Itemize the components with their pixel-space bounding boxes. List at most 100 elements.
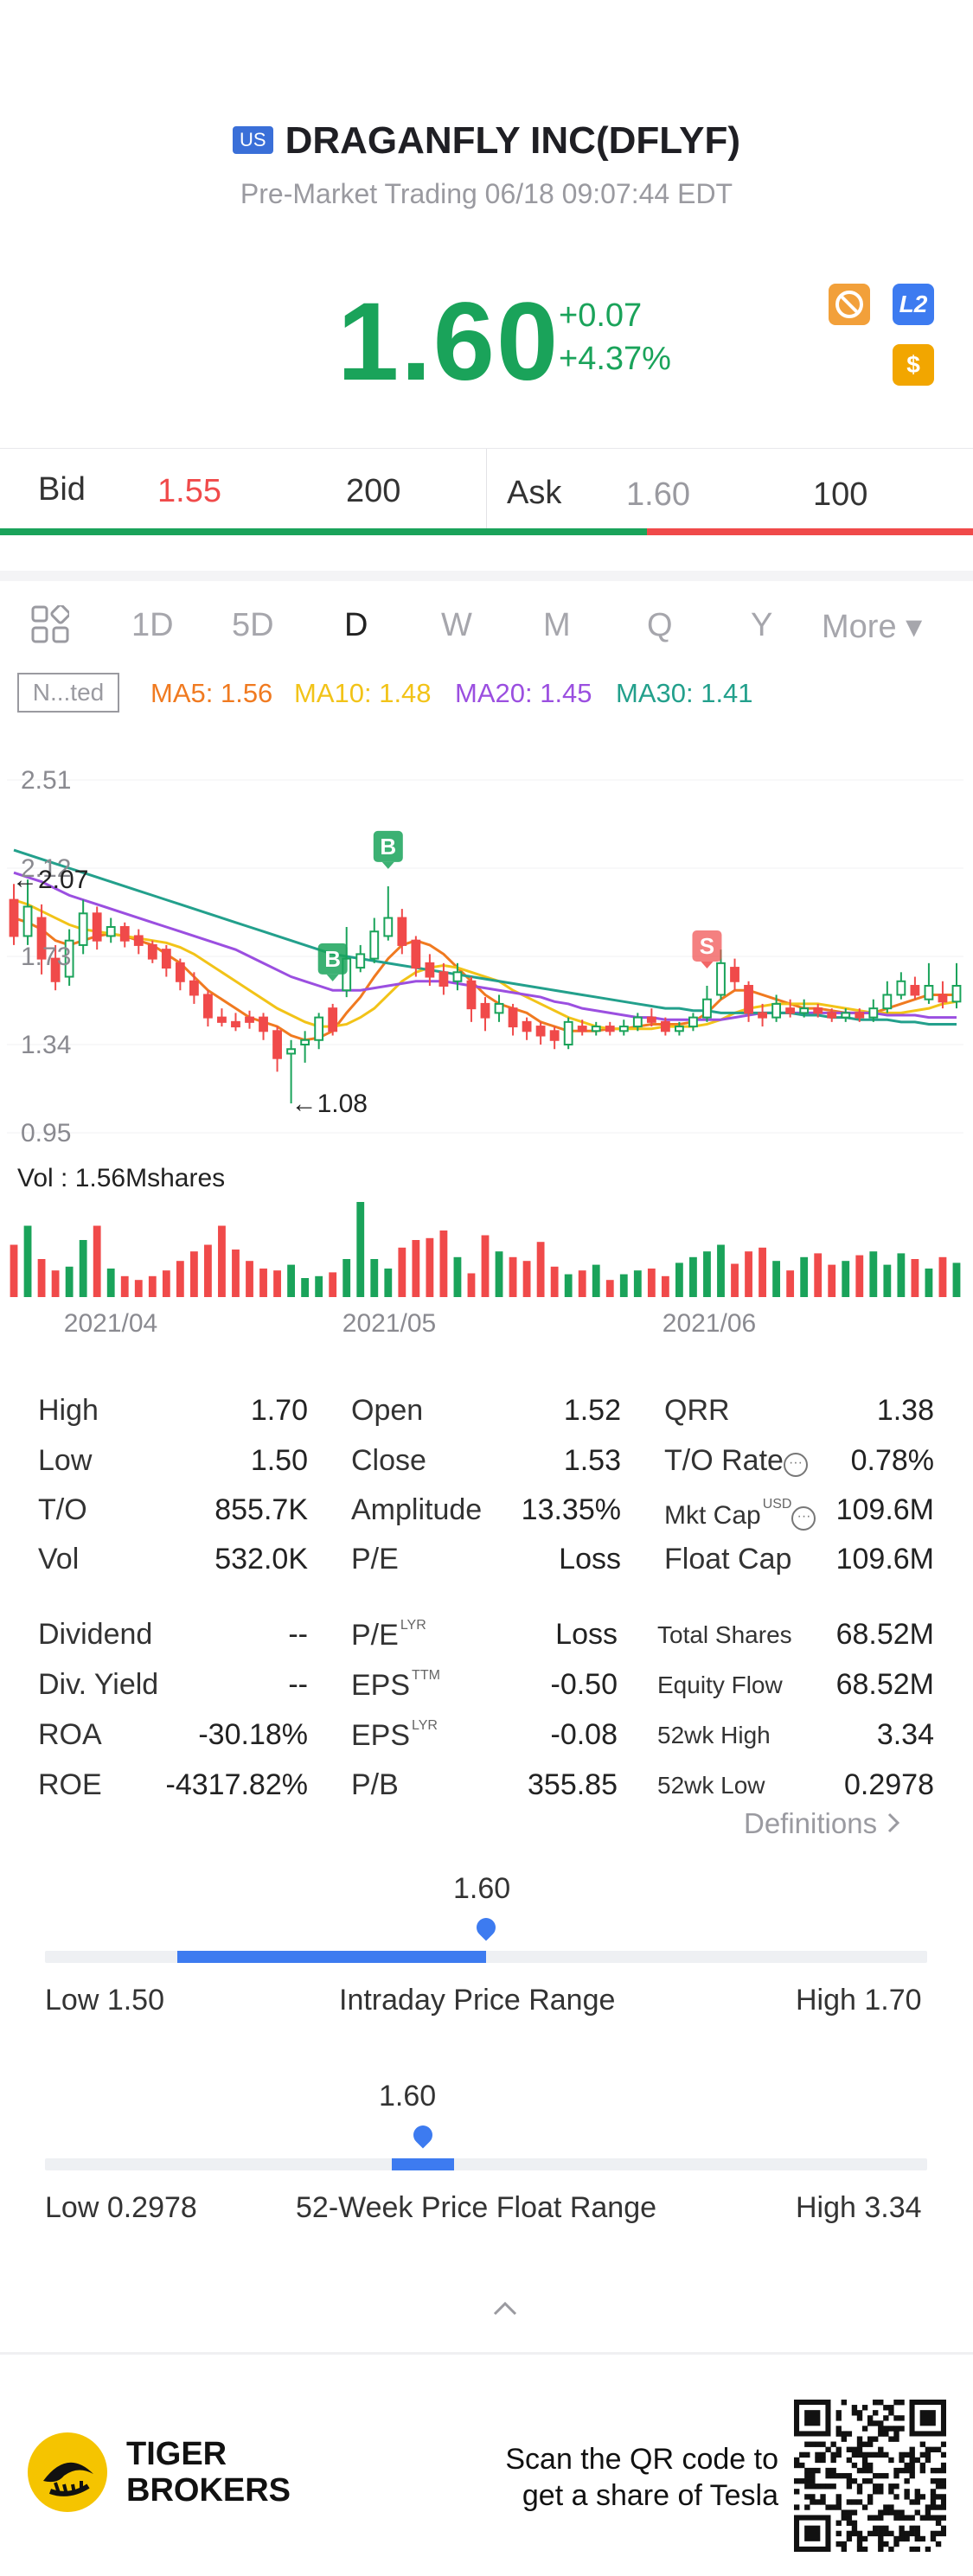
volume-bar xyxy=(911,1259,919,1297)
qr-module xyxy=(794,2457,800,2464)
definitions-link[interactable]: Definitions xyxy=(744,1807,902,1842)
qr-module xyxy=(861,2504,868,2510)
qr-module xyxy=(820,2499,826,2505)
qr-module xyxy=(873,2489,879,2495)
qr-module xyxy=(893,2467,899,2474)
stat-label: QRR xyxy=(664,1394,730,1427)
qr-module xyxy=(867,2441,874,2447)
candle-down xyxy=(480,1002,490,1019)
volume-bar xyxy=(897,1253,906,1297)
qr-module xyxy=(804,2441,810,2447)
qr-module xyxy=(893,2436,899,2442)
qr-module xyxy=(825,2483,831,2490)
week52-track xyxy=(45,2158,927,2170)
candle-down xyxy=(758,1012,767,1019)
qr-module xyxy=(899,2467,905,2474)
stat-label: P/B xyxy=(351,1768,399,1801)
tab-week[interactable]: W xyxy=(441,607,472,643)
qr-module xyxy=(909,2462,915,2469)
qr-module xyxy=(888,2489,894,2495)
tab-1d[interactable]: 1D xyxy=(131,607,174,643)
candle-down xyxy=(411,939,421,969)
qr-finder xyxy=(919,2410,936,2426)
qr-module xyxy=(930,2535,937,2542)
qr-module xyxy=(893,2472,899,2479)
no-ads-icon[interactable] xyxy=(829,284,870,325)
bid-price: 1.55 xyxy=(157,473,221,509)
stat-label: Close xyxy=(351,1444,426,1477)
currency-superscript: USD xyxy=(762,1497,792,1512)
tab-more[interactable]: More ▾ xyxy=(822,609,923,645)
volume-bar xyxy=(855,1255,864,1297)
candle-down xyxy=(549,1030,560,1041)
qr-module xyxy=(914,2535,920,2542)
volume-bar xyxy=(536,1242,545,1297)
qr-module xyxy=(899,2509,905,2515)
candle-down xyxy=(161,949,171,969)
qr-module xyxy=(935,2541,942,2547)
qr-code-image xyxy=(794,2400,947,2553)
qr-module xyxy=(851,2478,858,2484)
volume-bar xyxy=(481,1235,490,1297)
qr-module xyxy=(893,2541,899,2547)
qr-module xyxy=(909,2467,915,2474)
qr-module xyxy=(794,2462,800,2469)
tab-day[interactable]: D xyxy=(344,607,368,643)
qr-module xyxy=(830,2451,836,2458)
stat-label: EPS TTM xyxy=(351,1668,440,1702)
candle-up xyxy=(106,926,116,937)
qr-module xyxy=(825,2467,831,2474)
stat-label: T/O xyxy=(38,1493,87,1526)
marker-pointer xyxy=(701,962,714,968)
adjustment-toggle[interactable]: N...ted xyxy=(17,673,119,713)
qr-module xyxy=(810,2478,816,2484)
marker-text: S xyxy=(700,933,714,959)
qr-module xyxy=(867,2436,874,2442)
level2-icon[interactable]: L2 xyxy=(893,284,934,325)
qr-module xyxy=(883,2541,889,2547)
qr-module xyxy=(867,2494,874,2500)
candle-down xyxy=(660,1020,670,1032)
qr-module xyxy=(878,2451,884,2458)
stat-value: 3.34 xyxy=(876,1718,934,1751)
candlestick-chart[interactable]: 2.51 2.12 1.73 1.34 0.95 B B S ←2.07 ←1.08 Vol … xyxy=(0,744,973,1349)
qr-module xyxy=(846,2535,853,2542)
volume-bar xyxy=(745,1251,752,1297)
qr-module xyxy=(909,2525,915,2532)
qr-module xyxy=(820,2451,826,2458)
volume-bar xyxy=(564,1274,573,1297)
volume-bar xyxy=(412,1240,420,1297)
info-icon[interactable]: ··· xyxy=(783,1453,808,1477)
dollar-icon[interactable]: $ xyxy=(893,344,934,386)
qr-module xyxy=(878,2431,884,2437)
stat-value: 532.0K xyxy=(214,1543,308,1576)
qr-module xyxy=(820,2457,826,2464)
stat-label: Dividend xyxy=(38,1618,153,1651)
volume-bar xyxy=(259,1269,267,1297)
chart-layout-icon[interactable] xyxy=(31,604,71,643)
info-icon[interactable]: ··· xyxy=(791,1506,816,1531)
tab-quarter[interactable]: Q xyxy=(647,607,673,643)
qr-module xyxy=(878,2472,884,2479)
qr-module xyxy=(935,2478,942,2484)
tab-5d[interactable]: 5D xyxy=(232,607,274,643)
qr-module xyxy=(830,2467,836,2474)
candle-up xyxy=(771,1002,782,1019)
bid-ask-panel: Bid 1.55 200 Ask 1.60 100 xyxy=(0,448,973,536)
volume-bar xyxy=(439,1230,448,1297)
qr-module xyxy=(883,2472,889,2479)
volume-bar xyxy=(522,1261,531,1297)
volume-bar xyxy=(772,1261,781,1297)
tab-year[interactable]: Y xyxy=(751,607,773,643)
qr-module xyxy=(883,2405,889,2411)
qr-module xyxy=(799,2478,805,2484)
qr-code[interactable] xyxy=(794,2400,947,2553)
tab-month[interactable]: M xyxy=(543,607,571,643)
stat-label: 52wk High xyxy=(657,1722,771,1748)
qr-module xyxy=(804,2472,810,2479)
brand-line-1: TIGER xyxy=(126,2436,227,2472)
qr-module xyxy=(940,2441,947,2447)
qr-module xyxy=(804,2504,810,2510)
qr-module xyxy=(904,2451,910,2458)
collapse-chevron-icon[interactable] xyxy=(490,2298,521,2324)
